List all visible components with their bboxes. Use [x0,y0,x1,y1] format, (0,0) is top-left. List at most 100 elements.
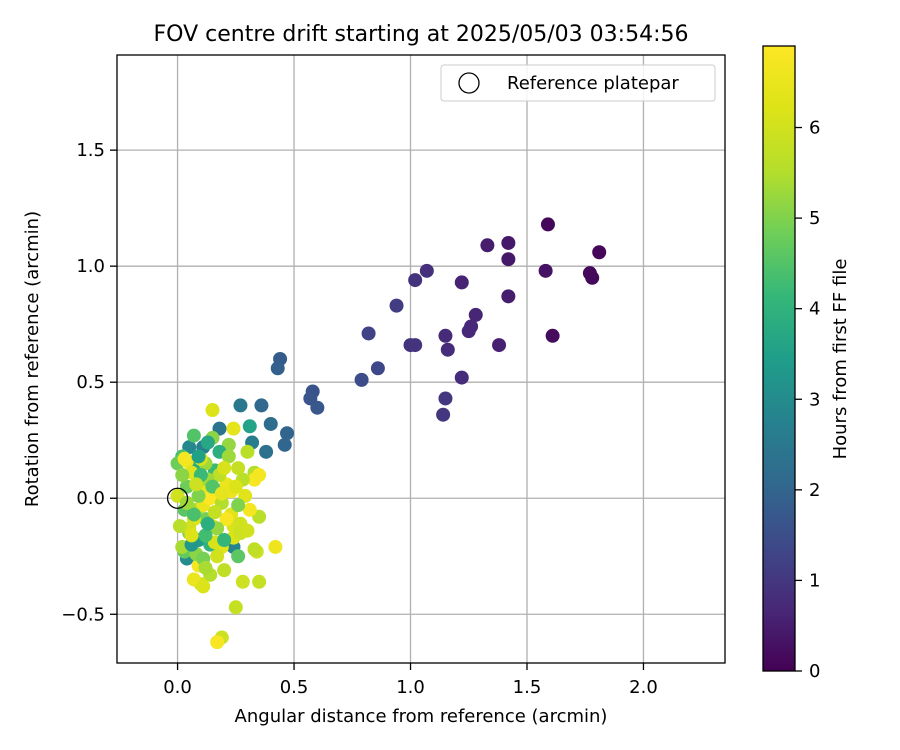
x-tick-label: 0.5 [280,677,309,698]
data-point [184,528,199,543]
data-point [240,444,255,459]
data-point [419,263,434,278]
y-tick-label: −0.5 [61,604,105,625]
data-point [191,449,206,464]
data-point [191,488,206,503]
y-axis-ticks: −0.5 0.0 0.5 1.0 1.5 [61,140,117,625]
x-axis-label: Angular distance from reference (arcmin) [235,706,608,727]
reference-marker-group [166,487,189,509]
data-point [175,468,190,483]
x-tick-label: 1.5 [513,677,542,698]
data-point [198,528,213,543]
data-points [170,217,607,650]
x-tick-label: 2.0 [629,677,658,698]
data-point [207,505,222,520]
data-point [354,372,369,387]
data-point [436,407,451,422]
x-axis-ticks: 0.0 0.5 1.0 1.5 2.0 [163,663,658,698]
data-point [454,370,469,385]
data-point [280,426,295,441]
data-point [370,361,385,376]
data-point [501,235,516,250]
colorbar-gradient [762,45,796,672]
data-point [461,324,476,339]
data-point [585,270,600,285]
data-point [228,600,243,615]
colorbar-tick-label: 5 [809,208,820,229]
data-point [228,479,243,494]
colorbar-tick-label: 1 [809,570,820,591]
x-tick-label: 1.0 [396,677,425,698]
legend-marker-icon [458,72,480,94]
data-point [196,579,211,594]
data-point [454,275,469,290]
data-point [189,477,204,492]
data-point [310,400,325,415]
y-tick-label: 1.5 [76,140,105,161]
data-point [270,361,285,376]
data-point [501,252,516,267]
data-point [438,328,453,343]
y-tick-label: 0.5 [76,372,105,393]
data-point [408,273,423,288]
data-point [252,468,267,483]
legend: Reference platepar [440,64,716,102]
data-point [492,338,507,353]
data-point [200,516,215,531]
colorbar-label: Hours from first FF file [830,259,851,460]
data-point [221,449,236,464]
data-point [480,238,495,253]
colorbar-tick-label: 4 [809,299,820,320]
colorbar: 0 1 2 3 4 5 6 Hours from first FF file [762,45,851,682]
data-point [252,574,267,589]
y-tick-label: 1.0 [76,256,105,277]
data-point [501,289,516,304]
data-point [198,560,213,575]
data-point [440,342,455,357]
data-point [247,542,262,557]
data-point [438,391,453,406]
data-point [217,563,232,578]
colorbar-ticks: 0 1 2 3 4 5 6 [795,118,820,682]
data-point [200,435,215,450]
data-point [217,533,232,548]
data-point [233,398,248,413]
y-axis-label: Rotation from reference (arcmin) [22,211,43,507]
data-point [177,451,192,466]
data-point [259,444,274,459]
data-point [210,549,225,564]
colorbar-tick-label: 2 [809,480,820,501]
data-point [540,217,555,232]
data-point [408,338,423,353]
gridlines [117,55,725,663]
data-point [277,437,292,452]
data-point [545,328,560,343]
data-point [186,428,201,443]
data-point [226,421,241,436]
data-point [172,519,187,534]
data-point [217,461,232,476]
reference-platepar-marker [166,487,189,509]
x-tick-label: 0.0 [163,677,192,698]
data-point [468,307,483,322]
data-point [361,326,376,341]
data-point [235,574,250,589]
data-point [592,245,607,260]
data-point [254,398,269,413]
data-point [186,507,201,522]
legend-label: Reference platepar [507,73,679,94]
data-point [205,403,220,418]
colorbar-tick-label: 0 [809,661,820,682]
data-point [214,486,229,501]
data-point [242,502,257,517]
data-point [231,461,246,476]
data-point [389,298,404,313]
chart-title: FOV centre drift starting at 2025/05/03 … [154,22,689,47]
data-point [538,263,553,278]
colorbar-tick-label: 6 [809,118,820,139]
data-point [203,491,218,506]
data-point [263,416,278,431]
data-point [268,539,283,554]
